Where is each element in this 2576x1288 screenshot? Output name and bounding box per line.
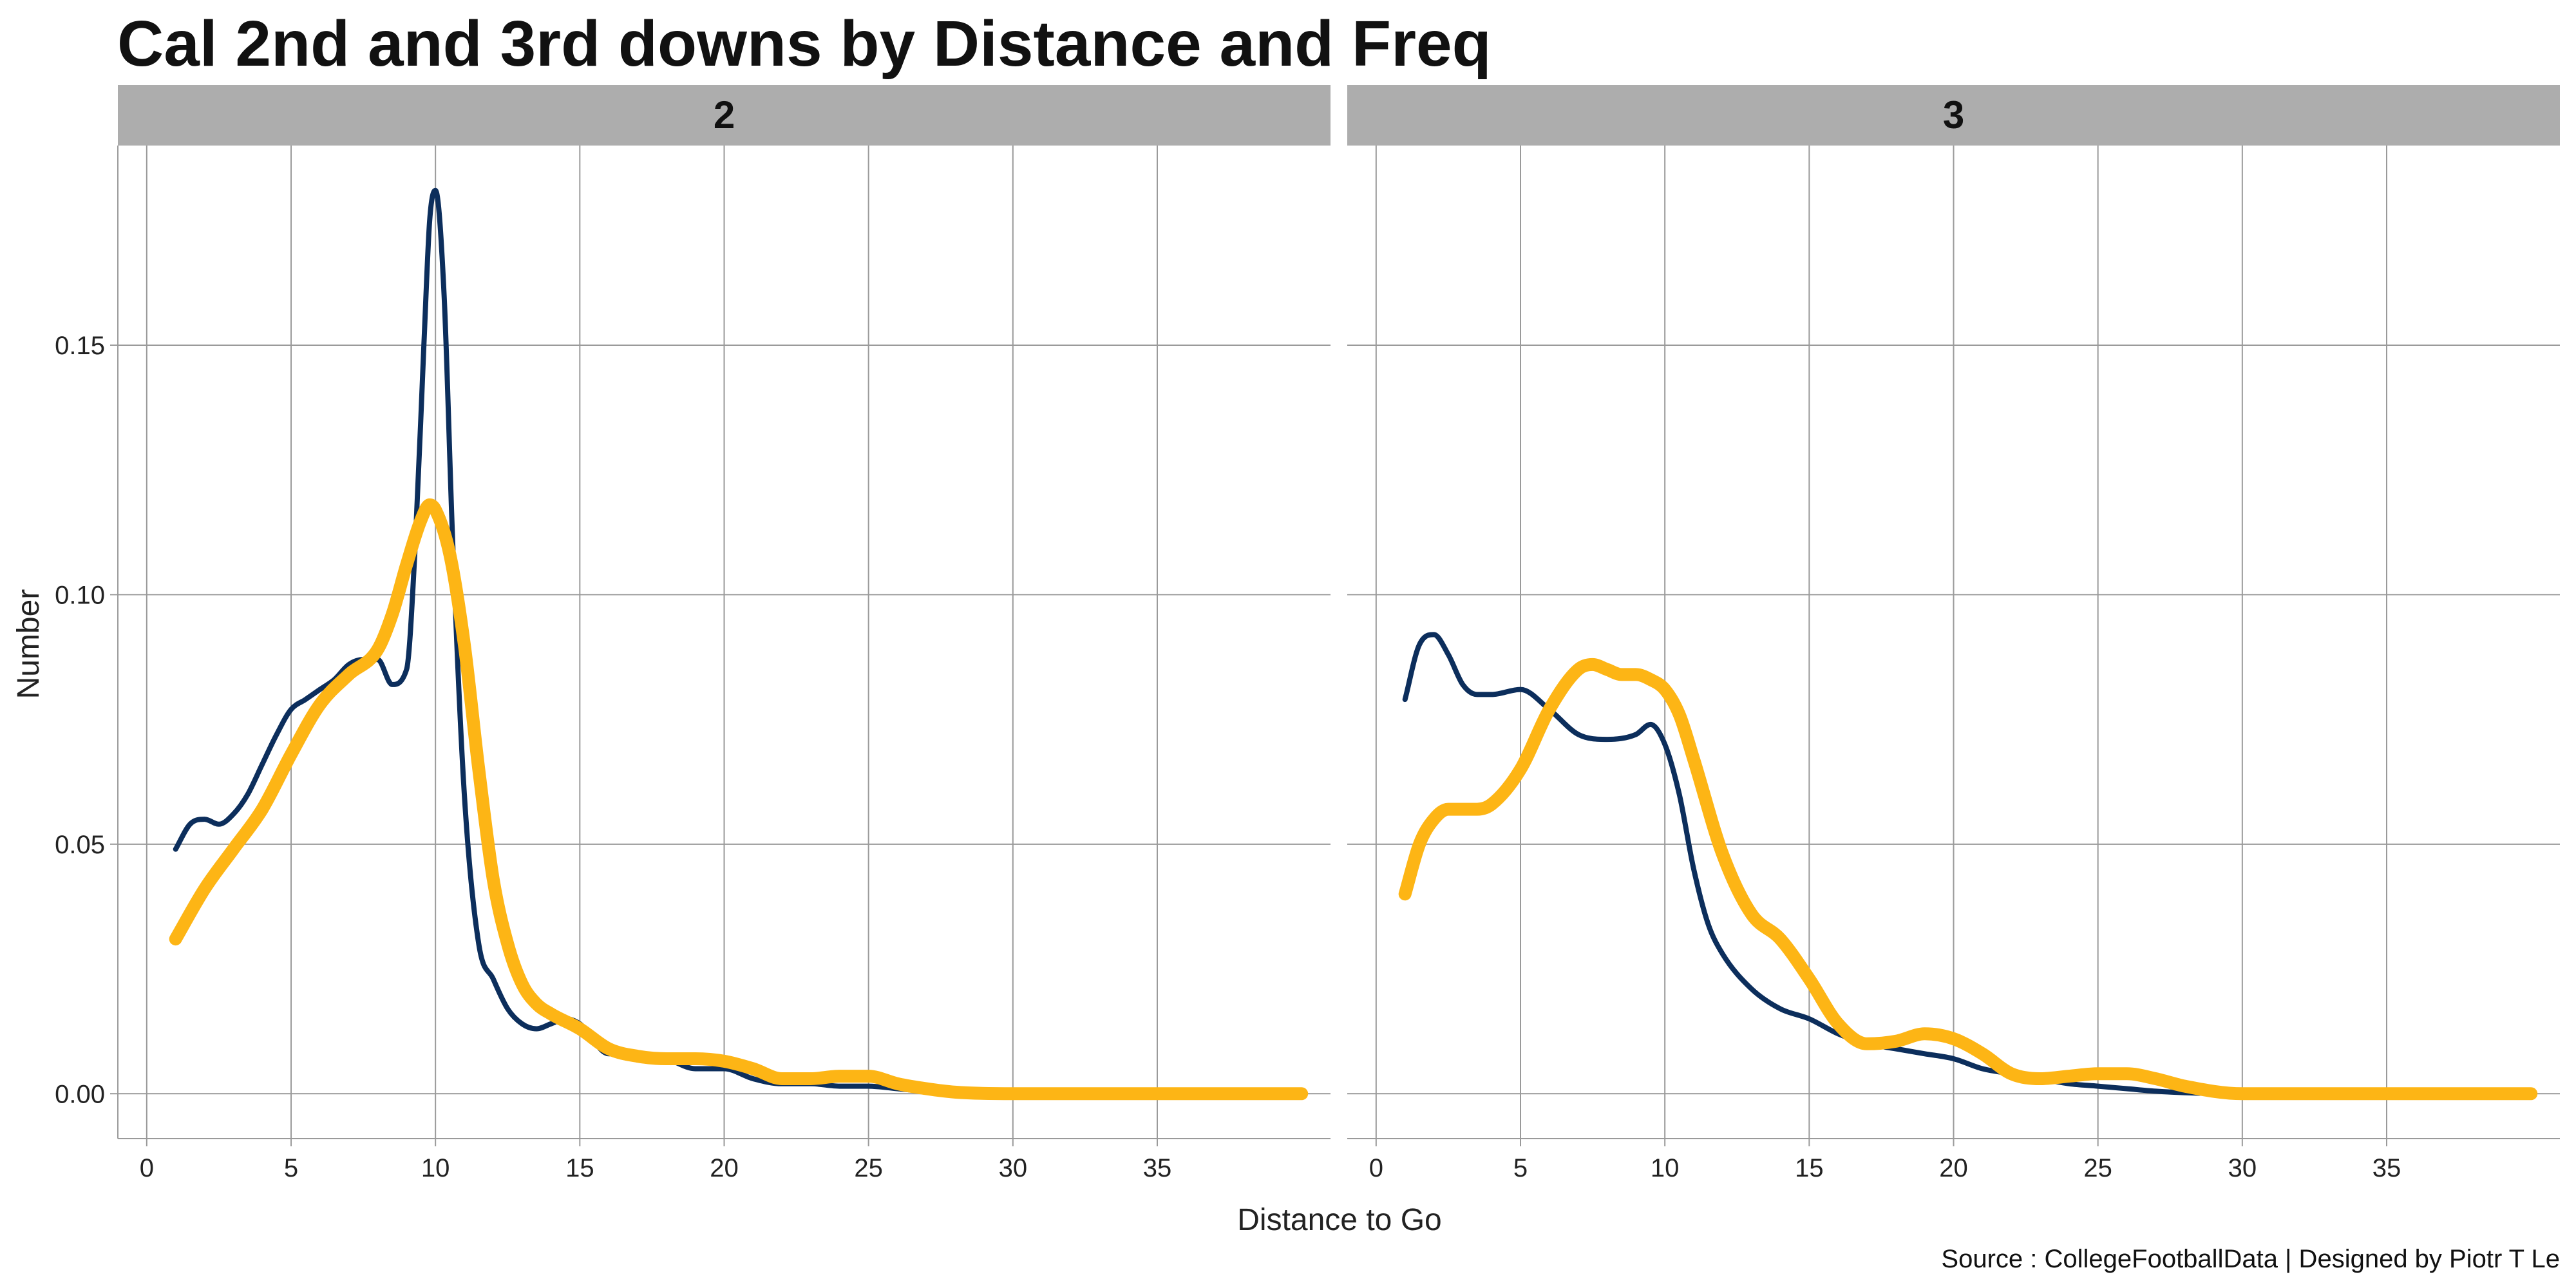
chart-title: Cal 2nd and 3rd downs by Distance and Fr…: [117, 8, 1492, 80]
facet-panel-down-2: 20 5 10 15 20 25 30 350.000.050.100.15: [55, 85, 1331, 1182]
facet-strip: [118, 85, 1331, 146]
y-tick-label: 0.10: [55, 581, 105, 609]
x-tick-label: 0: [140, 1154, 154, 1182]
series-line-gold: [1398, 658, 2538, 1101]
y-tick-label: 0.00: [55, 1080, 105, 1108]
x-tick-label: 15: [565, 1154, 594, 1182]
series-line-navy: [173, 187, 1305, 1097]
x-tick-label: 30: [2228, 1154, 2257, 1182]
series-line-gold: [169, 498, 1309, 1101]
x-tick-label: 20: [1939, 1154, 1968, 1182]
x-tick-label: 15: [1795, 1154, 1824, 1182]
facet-strip: [1347, 85, 2560, 146]
x-tick-label: 35: [1143, 1154, 1172, 1182]
x-tick-label: 10: [421, 1154, 450, 1182]
x-axis-title: Distance to Go: [1237, 1203, 1441, 1237]
x-tick-label: 25: [2083, 1154, 2112, 1182]
x-tick-label: 5: [284, 1154, 298, 1182]
x-tick-label: 0: [1369, 1154, 1383, 1182]
facet-panel-down-3: 30 5 10 15 20 25 30 35: [1347, 85, 2560, 1182]
y-tick-label: 0.15: [55, 332, 105, 360]
facet-strip-label: 3: [1943, 93, 1964, 137]
x-tick-label: 35: [2372, 1154, 2401, 1182]
x-tick-label: 5: [1513, 1154, 1528, 1182]
x-tick-label: 10: [1651, 1154, 1680, 1182]
facet-strip-label: 2: [714, 93, 735, 137]
y-tick-label: 0.05: [55, 831, 105, 859]
series-line-navy: [1402, 632, 2534, 1097]
x-tick-label: 25: [854, 1154, 883, 1182]
x-tick-label: 30: [999, 1154, 1028, 1182]
y-axis-title: Number: [12, 589, 46, 699]
x-tick-label: 20: [710, 1154, 739, 1182]
chart-caption: Source : CollegeFootballData | Designed …: [1941, 1245, 2560, 1273]
